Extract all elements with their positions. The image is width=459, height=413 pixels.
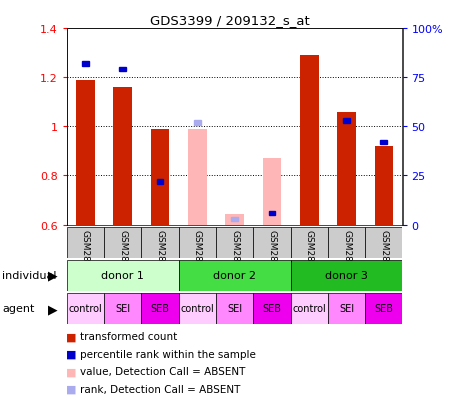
Bar bbox=[327, 293, 364, 324]
Bar bbox=[253, 227, 290, 258]
Bar bbox=[342, 119, 349, 123]
Bar bbox=[262, 159, 280, 225]
Bar bbox=[67, 227, 104, 258]
Bar bbox=[178, 260, 290, 291]
Bar bbox=[67, 293, 104, 324]
Text: donor 2: donor 2 bbox=[213, 271, 256, 281]
Text: SEB: SEB bbox=[374, 304, 392, 314]
Text: donor 1: donor 1 bbox=[101, 271, 144, 281]
Bar bbox=[178, 293, 215, 324]
Bar bbox=[327, 227, 364, 258]
Text: ■: ■ bbox=[66, 349, 76, 359]
Bar bbox=[141, 293, 178, 324]
Bar bbox=[380, 140, 386, 145]
Bar bbox=[82, 62, 89, 66]
Text: GSM284862: GSM284862 bbox=[230, 230, 239, 284]
Text: transformed count: transformed count bbox=[80, 332, 177, 342]
Text: GSM284865: GSM284865 bbox=[341, 230, 350, 284]
Bar bbox=[76, 81, 95, 225]
Text: control: control bbox=[292, 304, 325, 314]
Text: GSM284861: GSM284861 bbox=[192, 230, 202, 284]
Bar bbox=[253, 293, 290, 324]
Bar bbox=[231, 217, 237, 221]
Text: ■: ■ bbox=[66, 332, 76, 342]
Text: individual: individual bbox=[2, 271, 56, 281]
Text: value, Detection Call = ABSENT: value, Detection Call = ABSENT bbox=[80, 366, 246, 376]
Bar bbox=[104, 293, 141, 324]
Bar bbox=[215, 293, 253, 324]
Text: donor 3: donor 3 bbox=[325, 271, 367, 281]
Text: SEI: SEI bbox=[115, 304, 130, 314]
Bar bbox=[299, 56, 318, 225]
Bar bbox=[364, 293, 402, 324]
Text: SEI: SEI bbox=[338, 304, 353, 314]
Bar bbox=[268, 211, 274, 216]
Bar bbox=[113, 88, 132, 225]
Text: control: control bbox=[68, 304, 102, 314]
Text: agent: agent bbox=[2, 304, 34, 314]
Text: ▶: ▶ bbox=[48, 302, 57, 315]
Text: percentile rank within the sample: percentile rank within the sample bbox=[80, 349, 256, 359]
Bar bbox=[188, 129, 206, 225]
Text: rank, Detection Call = ABSENT: rank, Detection Call = ABSENT bbox=[80, 384, 241, 394]
Bar bbox=[67, 260, 178, 291]
Text: SEB: SEB bbox=[150, 304, 169, 314]
Bar bbox=[178, 227, 215, 258]
Bar bbox=[104, 227, 141, 258]
Text: control: control bbox=[180, 304, 214, 314]
Text: GSM284858: GSM284858 bbox=[81, 230, 90, 284]
Text: GSM284860: GSM284860 bbox=[155, 230, 164, 284]
Text: SEB: SEB bbox=[262, 304, 281, 314]
Bar bbox=[119, 68, 126, 72]
Bar bbox=[290, 260, 402, 291]
Text: ▶: ▶ bbox=[48, 269, 57, 282]
Text: GSM284863: GSM284863 bbox=[267, 230, 276, 284]
Bar bbox=[364, 227, 402, 258]
Bar bbox=[225, 214, 243, 225]
Text: SEI: SEI bbox=[227, 304, 241, 314]
Text: GSM284859: GSM284859 bbox=[118, 230, 127, 284]
Text: GSM284866: GSM284866 bbox=[379, 230, 387, 284]
Bar bbox=[141, 227, 178, 258]
Bar bbox=[215, 227, 253, 258]
Text: ■: ■ bbox=[66, 366, 76, 376]
Bar bbox=[194, 121, 200, 125]
Bar bbox=[336, 112, 355, 225]
Bar bbox=[156, 180, 163, 184]
Text: ■: ■ bbox=[66, 384, 76, 394]
Bar bbox=[374, 147, 392, 225]
Bar bbox=[151, 129, 169, 225]
Bar bbox=[290, 293, 327, 324]
Text: GDS3399 / 209132_s_at: GDS3399 / 209132_s_at bbox=[150, 14, 309, 27]
Text: GSM284864: GSM284864 bbox=[304, 230, 313, 284]
Bar bbox=[290, 227, 327, 258]
